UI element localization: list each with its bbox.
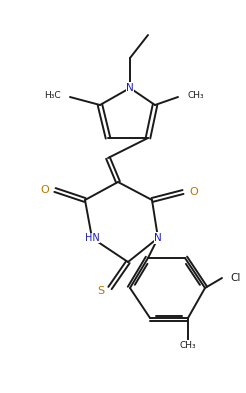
Text: O: O (40, 185, 49, 195)
Text: CH₃: CH₃ (180, 340, 196, 349)
Text: N: N (126, 83, 134, 93)
Text: HN: HN (85, 233, 99, 243)
Text: CH₃: CH₃ (187, 92, 204, 101)
Text: H₃C: H₃C (44, 92, 61, 101)
Text: Cl: Cl (230, 273, 240, 283)
Text: N: N (154, 233, 162, 243)
Text: S: S (97, 286, 104, 296)
Text: O: O (189, 187, 198, 197)
